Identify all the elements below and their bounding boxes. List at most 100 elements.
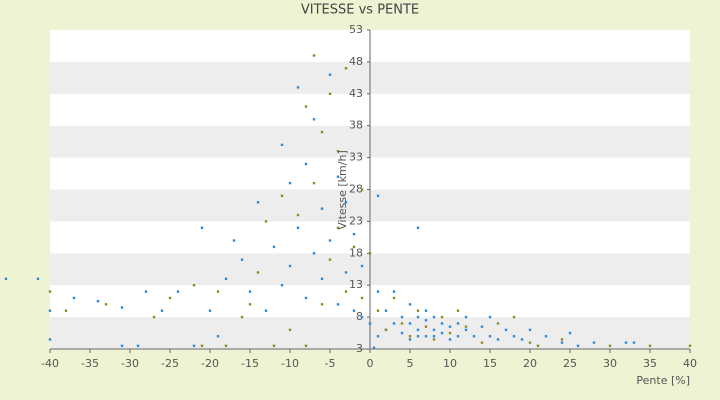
point	[256, 201, 260, 204]
point	[240, 315, 244, 319]
chart-title: VITESSE vs PENTE	[301, 3, 419, 18]
point	[48, 290, 52, 293]
x-tick-label: -40	[41, 357, 59, 370]
point	[360, 264, 364, 268]
point	[408, 303, 412, 306]
point	[272, 344, 276, 348]
point	[304, 344, 308, 348]
point	[392, 296, 396, 300]
point	[344, 201, 348, 204]
point	[4, 277, 8, 281]
point	[264, 309, 268, 312]
point	[336, 175, 340, 178]
point	[472, 335, 476, 338]
point	[200, 344, 204, 348]
point	[312, 252, 316, 255]
y-tick-label: 8	[356, 310, 363, 323]
x-tick-label: 15	[483, 357, 497, 370]
point	[96, 299, 100, 303]
point	[224, 344, 228, 348]
point	[216, 290, 220, 293]
point	[408, 335, 412, 338]
point	[408, 338, 412, 341]
point	[328, 73, 332, 76]
point	[368, 252, 372, 255]
point	[152, 315, 156, 319]
x-tick-label: 35	[643, 357, 657, 370]
point	[280, 284, 284, 287]
y-tick-label: 23	[349, 214, 363, 227]
point	[296, 86, 300, 89]
point	[560, 338, 564, 341]
point	[544, 335, 548, 338]
y-tick-label: 33	[349, 151, 363, 164]
point	[336, 150, 340, 153]
x-tick-label: -20	[201, 357, 219, 370]
point	[448, 338, 452, 341]
point	[360, 296, 364, 300]
y-tick-label: 53	[349, 23, 363, 36]
point	[344, 290, 348, 293]
point	[400, 322, 404, 325]
x-tick-label: -15	[241, 357, 259, 370]
y-axis-title: Vitesse [km/h]	[336, 150, 349, 230]
point	[248, 303, 252, 306]
point	[288, 181, 292, 185]
x-tick-label: 10	[443, 357, 457, 370]
point	[256, 271, 260, 274]
point	[372, 346, 376, 349]
point	[464, 328, 468, 332]
point	[312, 118, 316, 121]
x-tick-label: -30	[121, 357, 139, 370]
point	[312, 181, 316, 185]
point	[592, 341, 596, 344]
point	[400, 331, 404, 335]
point	[528, 328, 532, 332]
y-tick-label: 28	[349, 183, 363, 196]
point	[240, 258, 244, 261]
point	[120, 344, 124, 348]
point	[360, 315, 364, 319]
x-tick-label: 5	[407, 357, 414, 370]
point	[376, 194, 380, 198]
point	[376, 290, 380, 293]
y-tick-label: 43	[349, 87, 363, 100]
point	[448, 325, 452, 328]
point	[416, 226, 420, 229]
point	[456, 335, 460, 338]
point	[368, 322, 372, 325]
point	[104, 303, 108, 306]
point	[376, 335, 380, 338]
point	[328, 239, 332, 242]
point	[512, 335, 516, 338]
point	[304, 105, 308, 108]
point	[496, 322, 500, 325]
point	[360, 188, 364, 191]
point	[192, 284, 196, 287]
point	[344, 67, 348, 70]
point	[432, 315, 436, 319]
point	[416, 309, 420, 312]
point	[568, 331, 572, 335]
point	[36, 277, 40, 281]
point	[264, 220, 268, 223]
point	[416, 315, 420, 319]
point	[168, 296, 172, 300]
point	[328, 92, 332, 95]
point	[48, 309, 52, 312]
x-tick-label: -5	[325, 357, 336, 370]
point	[416, 335, 420, 338]
point	[528, 341, 532, 344]
point	[496, 338, 500, 341]
point	[392, 290, 396, 293]
point	[576, 344, 580, 348]
x-tick-label: -25	[161, 357, 179, 370]
point	[200, 226, 204, 229]
point	[320, 207, 324, 210]
point	[248, 290, 252, 293]
point	[336, 303, 340, 306]
point	[456, 322, 460, 325]
point	[440, 331, 444, 335]
